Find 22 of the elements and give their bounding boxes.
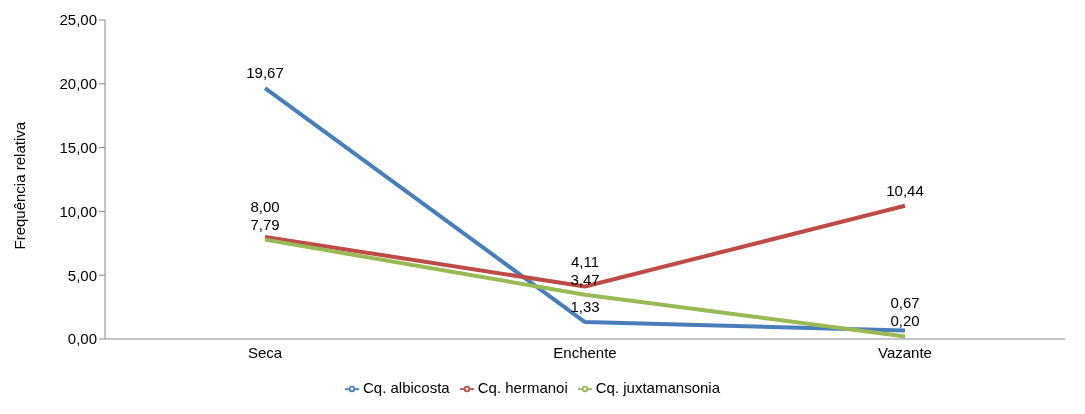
y-tick-label: 25,00 xyxy=(59,11,97,29)
y-tick-label: 10,00 xyxy=(59,202,97,220)
legend-label: Cq. hermanoi xyxy=(477,379,568,396)
y-tick-label: 15,00 xyxy=(59,138,97,156)
x-tick-label: Seca xyxy=(247,343,283,361)
data-label: 0,20 xyxy=(890,312,920,330)
y-tick-label: 20,00 xyxy=(59,75,97,93)
data-label: 10,44 xyxy=(886,181,924,199)
data-label: 8,00 xyxy=(250,197,280,215)
data-label: 0,67 xyxy=(890,294,920,312)
legend-label: Cq. juxtamansonia xyxy=(595,379,720,396)
y-tick-label: 0,00 xyxy=(67,330,97,348)
x-tick-label: Enchente xyxy=(553,343,617,361)
data-label: 3,47 xyxy=(570,270,600,288)
data-label: 7,79 xyxy=(250,215,280,233)
data-label: 19,67 xyxy=(246,64,284,82)
data-label: 1,33 xyxy=(570,298,600,316)
data-label: 4,11 xyxy=(570,252,600,270)
legend-label: Cq. albicosta xyxy=(363,379,450,396)
y-tick-label: 5,00 xyxy=(67,266,97,284)
x-tick-label: Vazante xyxy=(878,343,932,361)
y-axis-title: Frequência relativa xyxy=(11,121,29,250)
